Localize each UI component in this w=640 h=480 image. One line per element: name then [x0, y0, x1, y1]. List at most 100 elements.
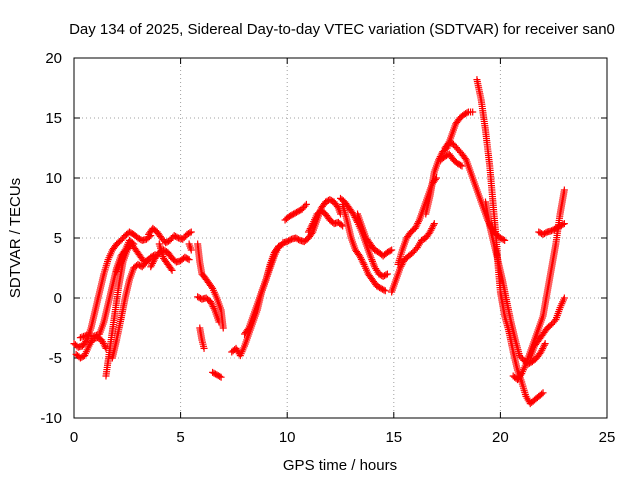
- data-point: [187, 228, 195, 236]
- data-point: [469, 108, 477, 116]
- data-point: [305, 226, 313, 234]
- data-point: [413, 221, 421, 229]
- y-tick-label: 0: [54, 290, 62, 307]
- y-tick-label: 10: [45, 170, 62, 187]
- y-tick-label: 15: [45, 110, 62, 127]
- series-t7: [145, 224, 195, 247]
- data-point: [149, 258, 157, 266]
- series-t30: [509, 186, 568, 384]
- x-tick-label: 25: [599, 429, 616, 446]
- data-point: [541, 340, 549, 348]
- data-point: [412, 223, 420, 231]
- data-point: [308, 221, 316, 229]
- data-point: [383, 270, 391, 278]
- series-t21: [339, 200, 389, 295]
- series-t2: [72, 334, 110, 362]
- data-point: [380, 286, 388, 294]
- series-t16: [241, 240, 287, 338]
- series-t24: [394, 174, 440, 268]
- data-point: [147, 263, 155, 271]
- data-point: [457, 161, 465, 169]
- data-point: [429, 223, 437, 231]
- data-point: [187, 246, 195, 254]
- data-point: [128, 239, 136, 247]
- series-t18: [281, 200, 310, 224]
- data-point: [217, 373, 225, 381]
- y-tick-label: 5: [54, 230, 62, 247]
- series-t12: [194, 293, 223, 326]
- data-point: [98, 336, 106, 344]
- data-point: [186, 229, 194, 237]
- data-point: [358, 257, 366, 265]
- data-point: [148, 259, 156, 267]
- series-t1: [70, 228, 155, 351]
- y-axis-tick-labels: -10 -5 0 5 10 15 20: [40, 50, 62, 427]
- data-point: [381, 287, 389, 295]
- data-point: [560, 220, 568, 228]
- data-point: [207, 299, 215, 307]
- data-point: [306, 225, 314, 233]
- data-point: [540, 341, 548, 349]
- series-t5: [108, 251, 159, 362]
- series-t14: [209, 368, 225, 381]
- data-point: [216, 372, 224, 380]
- data-point: [302, 200, 310, 208]
- data-point: [458, 162, 466, 170]
- data-point: [210, 304, 218, 312]
- series-t6: [113, 236, 138, 276]
- series-t13: [196, 324, 208, 352]
- data-point: [100, 341, 108, 349]
- series-t10: [185, 240, 195, 254]
- data-point: [209, 303, 217, 311]
- y-tick-label: -10: [40, 410, 62, 427]
- data-point: [359, 259, 367, 267]
- series-t29: [481, 198, 549, 368]
- data-point: [550, 317, 558, 325]
- data-point: [499, 236, 507, 244]
- series-t25: [422, 108, 477, 218]
- data-point: [168, 266, 176, 274]
- data-point: [539, 345, 547, 353]
- data-point: [99, 339, 107, 347]
- data-point: [148, 261, 156, 269]
- data-points: [70, 76, 568, 408]
- series-t19: [305, 206, 347, 236]
- x-tick-label: 10: [279, 429, 296, 446]
- data-point: [99, 338, 107, 346]
- y-tick-label: 20: [45, 50, 62, 67]
- data-point: [560, 294, 568, 302]
- y-axis-label: SDTVAR / TECUs: [7, 178, 24, 298]
- data-point: [388, 246, 396, 254]
- data-point: [463, 109, 471, 117]
- series-t11: [194, 240, 227, 332]
- data-point: [537, 348, 545, 356]
- data-point: [356, 252, 364, 260]
- y-tick-label: -5: [49, 350, 62, 367]
- data-point: [538, 390, 546, 398]
- data-point: [396, 264, 404, 272]
- data-point: [539, 389, 547, 397]
- data-point: [539, 343, 547, 351]
- data-point: [101, 343, 109, 351]
- data-point: [219, 324, 227, 332]
- data-point: [357, 255, 365, 263]
- series-t27: [437, 150, 466, 170]
- data-point: [167, 265, 175, 273]
- data-point: [357, 254, 365, 262]
- data-point: [185, 256, 193, 264]
- data-point: [206, 298, 214, 306]
- series-t22: [354, 210, 396, 260]
- data-point: [429, 221, 437, 229]
- data-point: [415, 218, 423, 226]
- data-point: [501, 236, 509, 244]
- series-t32: [535, 220, 568, 238]
- data-point: [130, 240, 138, 248]
- data-point: [305, 228, 313, 236]
- x-axis-label: GPS time / hours: [283, 457, 397, 474]
- data-point: [559, 220, 567, 228]
- data-point: [386, 247, 394, 255]
- data-point: [337, 221, 345, 229]
- axis-ticks: [73, 57, 608, 419]
- data-point: [184, 255, 192, 263]
